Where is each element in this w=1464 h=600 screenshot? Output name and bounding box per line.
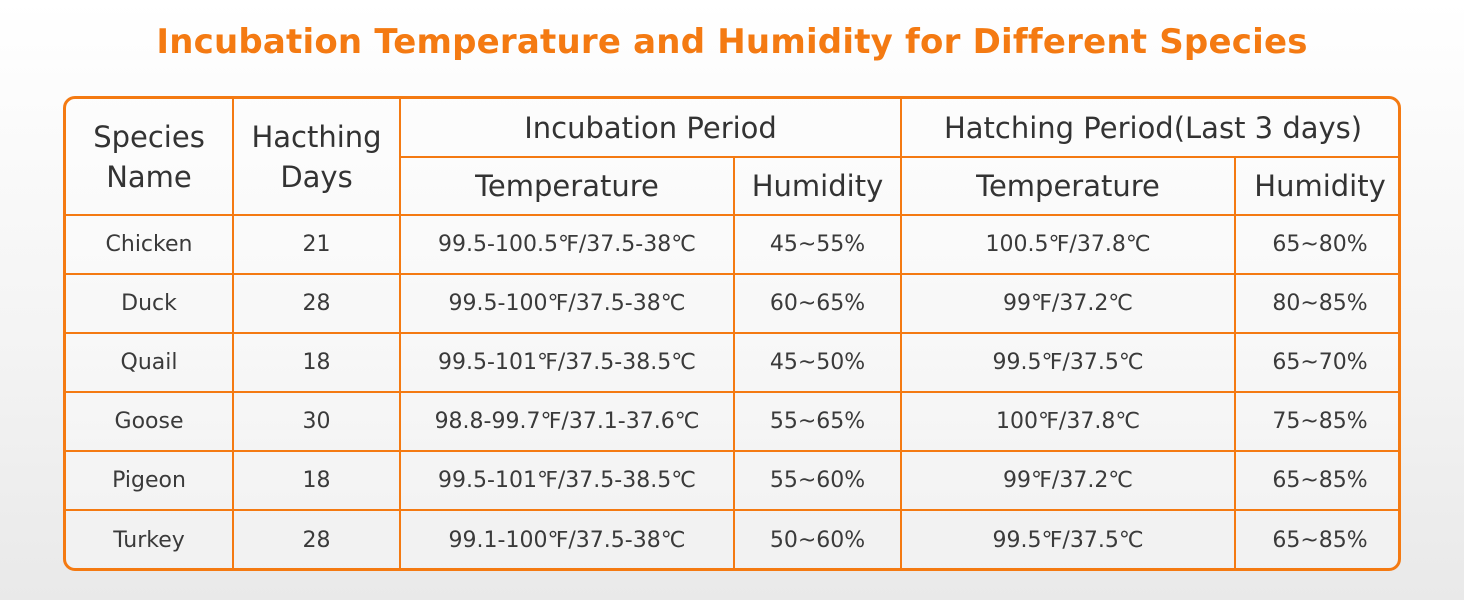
cell-species: Pigeon (66, 450, 234, 511)
cell-incubation-temperature: 99.1-100℉/37.5-38℃ (399, 509, 735, 568)
table-row: Goose 30 98.8-99.7℉/37.1-37.6℃ 55~65% 10… (66, 391, 1398, 452)
cell-hatching-humidity: 65~80% (1234, 214, 1398, 275)
table-row: Chicken 21 99.5-100.5℉/37.5-38℃ 45~55% 1… (66, 214, 1398, 275)
table-row: Turkey 28 99.1-100℉/37.5-38℃ 50~60% 99.5… (66, 509, 1398, 568)
cell-species: Duck (66, 273, 234, 334)
cell-species: Goose (66, 391, 234, 452)
page-title: Incubation Temperature and Humidity for … (156, 22, 1308, 62)
cell-days: 21 (232, 214, 401, 275)
cell-incubation-humidity: 50~60% (732, 509, 903, 568)
cell-hatching-temperature: 100.5℉/37.8℃ (900, 214, 1237, 275)
header-hatching-temperature: Temperature (900, 156, 1237, 216)
incubation-table: Species Name Hacthing Days Incubation Pe… (66, 99, 1398, 568)
cell-incubation-temperature: 99.5-101℉/37.5-38.5℃ (399, 332, 735, 393)
table-row: Duck 28 99.5-100℉/37.5-38℃ 60~65% 99℉/37… (66, 273, 1398, 334)
header-incubation-period: Incubation Period (398, 99, 903, 158)
cell-hatching-temperature: 99.5℉/37.5℃ (900, 509, 1237, 568)
cell-species: Chicken (66, 214, 234, 275)
cell-hatching-humidity: 75~85% (1234, 391, 1398, 452)
cell-days: 18 (232, 450, 401, 511)
incubation-table-container: Species Name Hacthing Days Incubation Pe… (63, 96, 1401, 571)
cell-incubation-humidity: 55~60% (732, 450, 903, 511)
header-species-name: Species Name (66, 99, 234, 216)
cell-species: Quail (66, 332, 234, 393)
cell-hatching-humidity: 65~85% (1234, 509, 1398, 568)
cell-hatching-temperature: 99℉/37.2℃ (900, 273, 1237, 334)
cell-hatching-humidity: 65~85% (1234, 450, 1398, 511)
cell-days: 18 (232, 332, 401, 393)
cell-incubation-temperature: 99.5-100℉/37.5-38℃ (399, 273, 735, 334)
cell-days: 28 (232, 273, 401, 334)
cell-incubation-humidity: 60~65% (732, 273, 903, 334)
cell-incubation-humidity: 45~50% (732, 332, 903, 393)
table-row: Pigeon 18 99.5-101℉/37.5-38.5℃ 55~60% 99… (66, 450, 1398, 511)
cell-hatching-humidity: 80~85% (1234, 273, 1398, 334)
header-hatching-humidity: Humidity (1234, 156, 1398, 216)
cell-hatching-temperature: 99℉/37.2℃ (900, 450, 1237, 511)
cell-days: 28 (232, 509, 401, 568)
header-incubation-temperature: Temperature (400, 156, 735, 216)
cell-species: Turkey (66, 509, 234, 568)
cell-hatching-temperature: 100℉/37.8℃ (900, 391, 1237, 452)
header-hatching-period: Hatching Period(Last 3 days) (900, 99, 1398, 158)
cell-incubation-humidity: 45~55% (732, 214, 903, 275)
cell-days: 30 (232, 391, 401, 452)
cell-incubation-temperature: 99.5-101℉/37.5-38.5℃ (399, 450, 735, 511)
cell-incubation-humidity: 55~65% (732, 391, 903, 452)
header-hatching-days: Hacthing Days (232, 99, 401, 216)
cell-incubation-temperature: 98.8-99.7℉/37.1-37.6℃ (399, 391, 735, 452)
header-incubation-humidity: Humidity (732, 156, 903, 216)
cell-incubation-temperature: 99.5-100.5℉/37.5-38℃ (399, 214, 735, 275)
table-row: Quail 18 99.5-101℉/37.5-38.5℃ 45~50% 99.… (66, 332, 1398, 393)
cell-hatching-humidity: 65~70% (1234, 332, 1398, 393)
cell-hatching-temperature: 99.5℉/37.5℃ (900, 332, 1237, 393)
